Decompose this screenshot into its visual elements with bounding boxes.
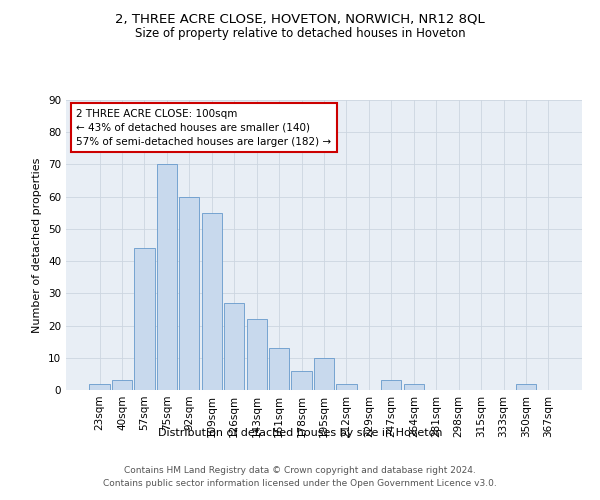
Text: Contains HM Land Registry data © Crown copyright and database right 2024.
Contai: Contains HM Land Registry data © Crown c… [103, 466, 497, 487]
Bar [202, 213, 222, 390]
Text: 2 THREE ACRE CLOSE: 100sqm
← 43% of detached houses are smaller (140)
57% of sem: 2 THREE ACRE CLOSE: 100sqm ← 43% of deta… [76, 108, 331, 146]
Bar [314, 358, 334, 390]
Bar [157, 164, 177, 390]
Bar [381, 380, 401, 390]
Bar [269, 348, 289, 390]
Bar [337, 384, 356, 390]
Bar [134, 248, 155, 390]
Text: 2, THREE ACRE CLOSE, HOVETON, NORWICH, NR12 8QL: 2, THREE ACRE CLOSE, HOVETON, NORWICH, N… [115, 12, 485, 26]
Bar [247, 319, 267, 390]
Text: Distribution of detached houses by size in Hoveton: Distribution of detached houses by size … [158, 428, 442, 438]
Bar [224, 303, 244, 390]
Text: Size of property relative to detached houses in Hoveton: Size of property relative to detached ho… [134, 28, 466, 40]
Bar [292, 370, 311, 390]
Bar [89, 384, 110, 390]
Y-axis label: Number of detached properties: Number of detached properties [32, 158, 43, 332]
Bar [516, 384, 536, 390]
Bar [112, 380, 132, 390]
Bar [404, 384, 424, 390]
Bar [179, 196, 199, 390]
